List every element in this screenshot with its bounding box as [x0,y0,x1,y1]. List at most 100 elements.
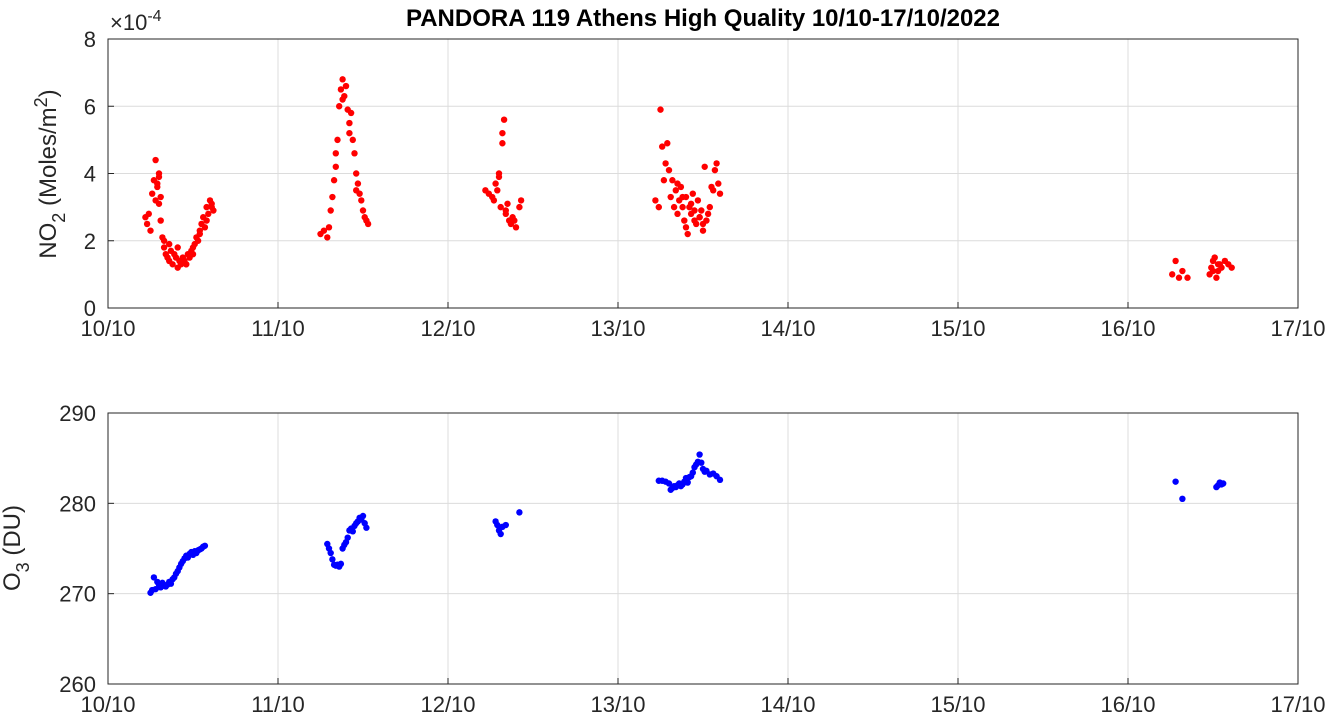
no2-data-point [693,220,700,228]
no2-data-point [672,187,679,194]
o3-data-point [150,574,158,581]
no2-data-point [353,187,360,194]
no2-data-point [516,203,523,211]
no2-data-point [327,207,334,214]
o3-grid [108,413,1298,684]
no2-data-point [189,251,197,258]
no2-data-point [689,190,696,197]
no2-data-point [183,261,190,268]
no2-data-point [500,116,508,123]
no2-panel: 10/10 11/10 12/10 13/10 14/10 15/10 16/10 17/10… [31,8,1326,341]
no2-data-point [679,203,686,211]
o3-axes-box [107,412,1299,685]
o3-xtick-label: 12/10 [420,692,475,717]
no2-data-point [174,244,181,251]
no2-data-point [664,140,671,147]
o3-data-point [1179,495,1186,503]
o3-xtick-label: 10/10 [80,692,135,717]
no2-xtick-label: 15/10 [930,316,985,341]
no2-data-point [682,224,690,231]
no2-xtick-label: 12/10 [420,316,475,341]
no2-xtick-label: 11/10 [251,316,304,341]
o3-data-point [337,560,345,568]
no2-data-point [1209,267,1217,275]
no2-data-point [670,203,678,211]
no2-data-point [711,166,719,174]
no2-ytick-label: 6 [84,94,96,119]
o3-data-point [497,530,504,538]
no2-ticks: 10/10 11/10 12/10 13/10 14/10 15/10 16/10 17/10… [80,27,1325,341]
o3-data-point [363,524,370,531]
no2-data-point [706,203,713,211]
no2-ytick-label: 8 [84,27,96,52]
no2-data-point [358,197,365,204]
no2-data-point [681,217,688,224]
no2-data-point [332,150,339,157]
no2-ylabel-sup: 2 [31,97,51,107]
o3-data-point [698,459,705,466]
no2-data-point [701,163,708,170]
no2-data-point [194,237,202,244]
no2-data-point [699,227,707,234]
no2-data-point [494,187,501,194]
no2-data-point [499,129,506,137]
no2-ytick-label: 4 [84,162,96,187]
o3-ytick-label: 280 [59,491,96,516]
no2-data-point [665,166,673,174]
no2-data-point [205,210,212,218]
o3-ylabel-end: (DU) [0,505,26,562]
no2-data-point [203,217,210,224]
o3-data-point [349,528,356,535]
no2-data-point [364,220,372,228]
no2-ylabel-main: NO [35,223,62,259]
no2-data-point [652,197,659,204]
o3-data-point [1172,478,1179,485]
no2-data-point [149,190,156,197]
no2-data-point [655,203,662,211]
no2-data-point [1214,261,1222,268]
o3-panel: 10/10 11/10 12/10 13/10 14/10 15/10 16/10 17/10… [0,401,1326,717]
no2-data-point [674,180,681,187]
no2-data-point [330,177,338,184]
no2-data-point [713,160,720,167]
no2-data-point [203,203,210,211]
no2-data-point [347,109,355,117]
o3-xtick-label: 16/10 [1100,692,1155,717]
no2-data-point [699,220,707,228]
no2-data-point [143,220,151,228]
no2-data-point [715,180,722,187]
no2-data-point [325,224,333,231]
no2-data-point [499,140,506,147]
no2-data-point [667,193,674,201]
no2-data-point [346,119,353,127]
no2-data-point [160,237,168,244]
no2-grid [108,39,1298,308]
o3-data-point [696,451,703,458]
no2-data-point [157,217,164,224]
chart-title: PANDORA 119 Athens High Quality 10/10-17… [406,5,1000,32]
no2-data-point [169,261,176,268]
no2-data-point [337,86,345,93]
no2-xtick-label: 14/10 [760,316,815,341]
no2-data-point [669,177,676,184]
o3-data-point [327,549,334,557]
no2-data-point [354,180,362,187]
no2-data-point [1228,264,1235,271]
no2-data-point [145,210,152,218]
no2-data-point [339,96,346,103]
no2-data-point [674,210,681,218]
o3-data-point [516,509,523,516]
o3-data-point [359,512,367,520]
no2-data-point [324,234,331,241]
no2-exponent-label: ×10-4 [110,8,162,35]
no2-data-point [349,136,356,144]
no2-data-point [679,193,686,201]
no2-data-point [147,227,154,234]
no2-data-point [710,187,717,194]
no2-data-point [336,103,343,110]
no2-data-point [497,203,504,211]
no2-data-point [687,200,695,207]
no2-data-point [208,203,215,211]
o3-ytick-label: 290 [59,401,96,426]
no2-data-point [339,76,346,83]
